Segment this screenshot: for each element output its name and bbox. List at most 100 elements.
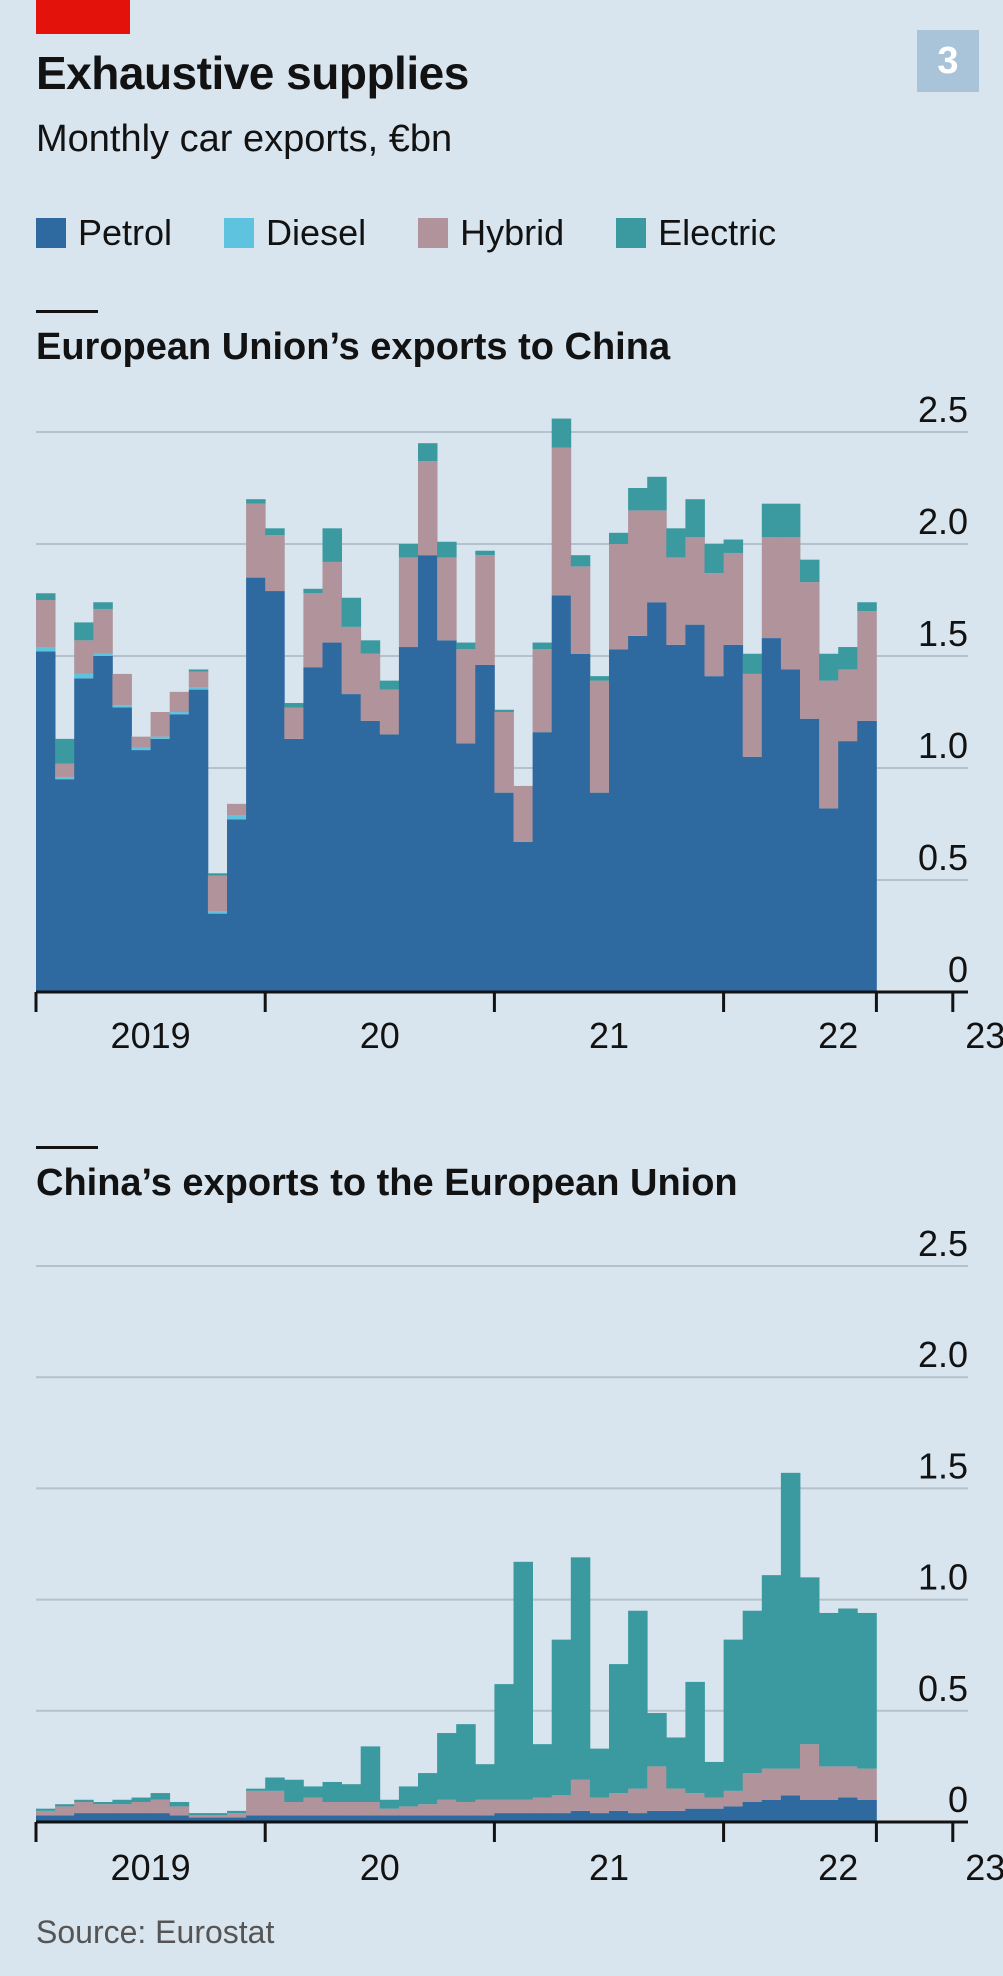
bar-segment-petrol: [704, 1808, 724, 1822]
bar-segment-petrol: [207, 1817, 228, 1822]
bar-segment-hybrid: [532, 1797, 553, 1814]
bar-segment-petrol: [112, 1813, 132, 1822]
bar-segment-electric: [589, 1748, 610, 1798]
bar-segment-petrol: [36, 651, 56, 992]
y-tick-label: 2.5: [918, 389, 968, 430]
bar-segment-electric: [494, 709, 514, 712]
bar-segment-hybrid: [857, 1768, 877, 1800]
bar-segment-electric: [74, 622, 94, 641]
bar-segment-petrol: [303, 667, 323, 992]
bar-segment-petrol: [589, 1813, 610, 1822]
y-tick-label: 1.5: [918, 1445, 968, 1486]
x-tick-label: 21: [589, 1015, 629, 1056]
bar-segment-hybrid: [532, 649, 553, 733]
bar-segment-electric: [188, 1813, 209, 1816]
x-tick-label: 2019: [111, 1847, 191, 1888]
bar-segment-electric: [303, 588, 323, 594]
bar-segment-electric: [780, 503, 801, 538]
bar-segment-electric: [723, 539, 744, 553]
bar-segment-hybrid: [647, 510, 667, 603]
bar-segment-diesel: [93, 653, 113, 656]
bar-segment-hybrid: [379, 1808, 400, 1816]
bar-segment-petrol: [150, 738, 171, 992]
bar-segment-diesel: [74, 673, 94, 679]
bar-segment-electric: [761, 1575, 782, 1769]
bar-segment-electric: [589, 676, 610, 681]
bar-segment-hybrid: [398, 557, 419, 648]
bar-segment-electric: [398, 1786, 419, 1807]
bar-segment-electric: [857, 602, 877, 612]
y-tick-label: 2.0: [918, 501, 968, 542]
bar-segment-hybrid: [437, 557, 457, 641]
bar-segment-hybrid: [723, 1790, 744, 1807]
bar-segment-hybrid: [647, 1766, 667, 1811]
bar-segment-petrol: [360, 720, 381, 992]
bar-segment-petrol: [398, 1815, 419, 1822]
bar-segment-electric: [93, 602, 113, 609]
bar-segment-hybrid: [188, 671, 209, 688]
bar-segment-hybrid: [265, 535, 285, 592]
legend-swatch-hybrid: [418, 218, 449, 248]
bar-segment-hybrid: [628, 510, 648, 636]
bar-segment-electric: [628, 488, 648, 511]
bar-segment-petrol: [169, 1815, 190, 1822]
bar-segment-hybrid: [398, 1806, 419, 1816]
legend-label-petrol: Petrol: [78, 212, 173, 253]
bar-segment-petrol: [532, 732, 553, 992]
bar-segment-electric: [55, 1804, 75, 1807]
bar-segment-electric: [609, 532, 629, 544]
y-tick-label: 1.0: [918, 1557, 968, 1598]
bar-segment-petrol: [666, 644, 686, 992]
bar-segment-electric: [838, 647, 858, 670]
bar-segment-hybrid: [780, 537, 801, 670]
bar-segment-electric: [55, 738, 75, 764]
bar-segment-hybrid: [704, 573, 724, 677]
bar-segment-electric: [456, 642, 476, 650]
bar-segment-petrol: [322, 642, 342, 992]
bar-segment-electric: [398, 544, 419, 558]
bar-segment-hybrid: [628, 1788, 648, 1814]
bar-segment-petrol: [857, 720, 877, 992]
bar-segment-petrol: [379, 1815, 400, 1822]
bar-segment-hybrid: [685, 537, 705, 625]
bar-segment-hybrid: [207, 875, 228, 912]
bar-segment-petrol: [819, 808, 839, 992]
y-tick-label: 1.5: [918, 613, 968, 654]
bar-segment-petrol: [36, 1815, 56, 1822]
bar-segment-petrol: [800, 1799, 820, 1822]
bar-segment-hybrid: [227, 1813, 247, 1818]
bar-segment-electric: [666, 528, 686, 558]
x-tick-label: 22: [818, 1015, 858, 1056]
bar-segment-petrol: [418, 555, 438, 992]
bar-segment-electric: [246, 1788, 266, 1791]
bar-segment-petrol: [838, 741, 858, 992]
bar-segment-petrol: [341, 694, 362, 992]
bar-segment-petrol: [379, 734, 400, 992]
bar-segment-petrol: [322, 1815, 342, 1822]
chart-eu-to-china: 0 0.5 1.0 1.5 2.0 2.5 2019 20 21 22 23: [34, 389, 1003, 1056]
bar-segment-petrol: [55, 779, 75, 992]
bar-segment-electric: [322, 528, 342, 562]
bar-segment-petrol: [761, 1799, 782, 1822]
bar-segment-hybrid: [55, 763, 75, 777]
bar-segment-hybrid: [589, 680, 610, 793]
bar-segment-petrol: [685, 1808, 705, 1822]
legend: Petrol Diesel Hybrid Electric: [36, 212, 828, 254]
bar-segment-petrol: [150, 1813, 171, 1822]
bar-segment-electric: [74, 1799, 94, 1802]
bar-segment-hybrid: [551, 1795, 572, 1814]
bar-segment-hybrid: [780, 1768, 801, 1796]
bar-segment-petrol: [742, 756, 763, 992]
bar-segment-petrol: [551, 1813, 572, 1822]
bar-segment-electric: [379, 1799, 400, 1809]
bar-segment-electric: [609, 1664, 629, 1794]
bar-segment-petrol: [227, 1817, 247, 1822]
bar-segment-electric: [341, 1784, 362, 1802]
bar-segment-hybrid: [857, 611, 877, 721]
bar-segment-hybrid: [303, 1797, 323, 1816]
x-tick-label: 23: [965, 1015, 1003, 1056]
bar-segment-electric: [570, 555, 591, 567]
bar-segment-electric: [418, 1773, 438, 1805]
bar-segment-petrol: [131, 750, 151, 992]
bar-segment-hybrid: [360, 653, 381, 721]
